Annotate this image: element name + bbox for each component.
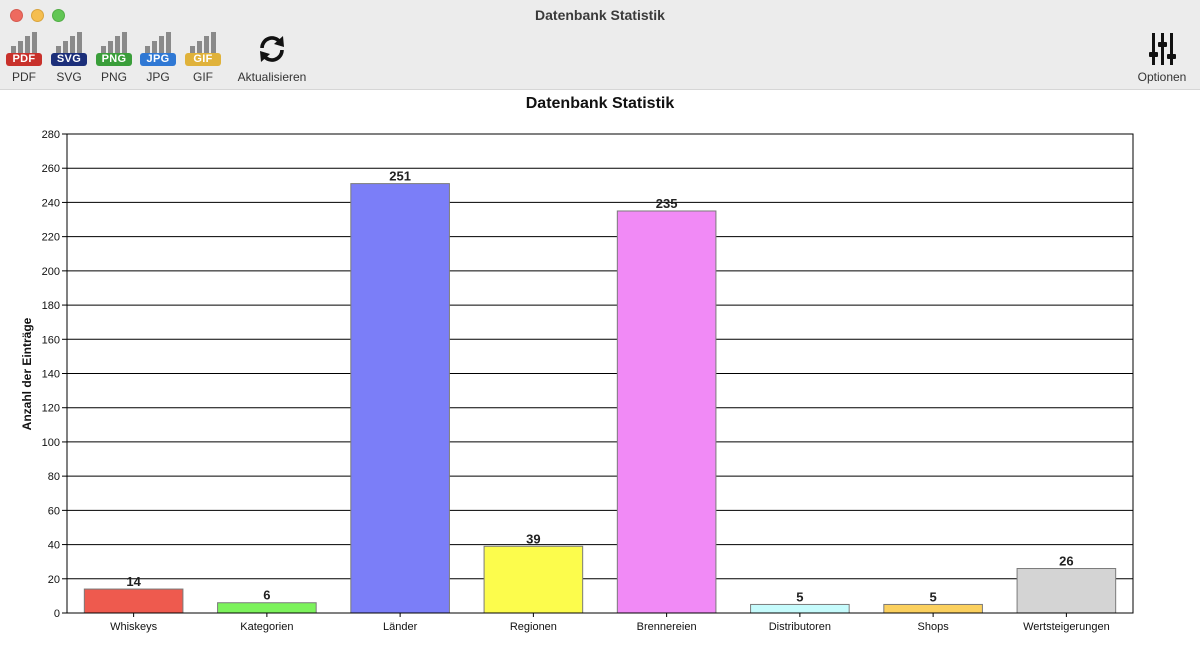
chart-panel: Datenbank Statistik Anzahl der Einträge … bbox=[0, 91, 1200, 657]
x-tick-label: Brennereien bbox=[637, 621, 697, 633]
bar-value-label: 26 bbox=[1059, 554, 1073, 569]
x-tick-label: Shops bbox=[918, 621, 950, 633]
options-label: Optionen bbox=[1137, 70, 1187, 84]
refresh-button[interactable]: Aktualisieren bbox=[232, 30, 312, 86]
bar-value-label: 5 bbox=[930, 589, 937, 604]
y-axis-ticks: 0 20 40 60 80 100 120 140 160 180 200 220 240 260 280 bbox=[42, 129, 67, 620]
titlebar: Datenbank Statistik PDF PDF SVG SVG PNG … bbox=[0, 0, 1200, 90]
export-png-label: PNG bbox=[100, 70, 127, 84]
bar-value-label: 235 bbox=[656, 196, 678, 211]
y-tick-label: 100 bbox=[42, 437, 60, 449]
bar-wertsteigerungen bbox=[1016, 568, 1117, 614]
pdf-badge: PDF bbox=[6, 53, 42, 66]
bar-whiskeys bbox=[83, 588, 184, 614]
bar-brennereien bbox=[616, 210, 717, 614]
export-pdf-label: PDF bbox=[12, 70, 36, 84]
y-tick-label: 160 bbox=[42, 334, 60, 346]
export-gif-label: GIF bbox=[193, 70, 213, 84]
png-badge: PNG bbox=[96, 53, 132, 66]
zoom-window-button[interactable] bbox=[52, 9, 65, 22]
y-tick-label: 40 bbox=[48, 540, 60, 552]
jpg-export-icon: JPG bbox=[140, 30, 176, 68]
y-tick-label: 280 bbox=[42, 129, 60, 141]
grid-lines bbox=[67, 133, 1133, 614]
window-title: Datenbank Statistik bbox=[535, 7, 665, 23]
export-png-button[interactable]: PNG PNG bbox=[95, 30, 133, 86]
bar-value-label: 6 bbox=[263, 588, 270, 603]
gif-badge: GIF bbox=[185, 53, 221, 66]
y-tick-label: 140 bbox=[42, 369, 60, 381]
export-jpg-label: JPG bbox=[146, 70, 170, 84]
y-tick-label: 20 bbox=[48, 574, 60, 586]
svg-export-icon: SVG bbox=[51, 30, 87, 68]
bar-länder bbox=[350, 183, 450, 614]
export-jpg-button[interactable]: JPG JPG bbox=[139, 30, 177, 86]
export-pdf-button[interactable]: PDF PDF bbox=[5, 30, 43, 86]
bar-value-label: 251 bbox=[389, 169, 411, 184]
export-gif-button[interactable]: GIF GIF bbox=[184, 30, 222, 86]
minimize-window-button[interactable] bbox=[31, 9, 44, 22]
sliders-icon bbox=[1143, 30, 1181, 68]
gif-export-icon: GIF bbox=[185, 30, 221, 68]
x-tick-label: Länder bbox=[383, 621, 418, 633]
png-export-icon: PNG bbox=[96, 30, 132, 68]
close-window-button[interactable] bbox=[10, 9, 23, 22]
bar-value-label: 39 bbox=[526, 531, 540, 546]
x-tick-label: Kategorien bbox=[240, 621, 293, 633]
bar-regionen bbox=[483, 545, 584, 614]
x-tick-label: Wertsteigerungen bbox=[1023, 621, 1110, 633]
y-tick-label: 220 bbox=[42, 232, 60, 244]
bar-distributoren bbox=[750, 603, 850, 614]
y-tick-label: 180 bbox=[42, 300, 60, 312]
pdf-export-icon: PDF bbox=[6, 30, 42, 68]
options-button[interactable]: Optionen bbox=[1132, 30, 1192, 86]
y-tick-label: 240 bbox=[42, 197, 60, 209]
y-tick-label: 120 bbox=[42, 403, 60, 415]
export-svg-label: SVG bbox=[56, 70, 82, 84]
bar-shops bbox=[883, 603, 983, 614]
chart-title: Datenbank Statistik bbox=[526, 95, 675, 112]
svg-badge: SVG bbox=[51, 53, 87, 66]
y-tick-label: 260 bbox=[42, 163, 60, 175]
jpg-badge: JPG bbox=[140, 53, 176, 66]
refresh-label: Aktualisieren bbox=[237, 70, 307, 84]
refresh-icon bbox=[253, 30, 291, 68]
bars: 14 6 251 39 235 5 5 26 bbox=[83, 169, 1117, 614]
x-axis-ticks: Whiskeys Kategorien Länder Regionen Brennere… bbox=[110, 613, 1110, 633]
x-tick-label: Regionen bbox=[510, 621, 557, 633]
x-tick-label: Distributoren bbox=[769, 621, 831, 633]
bar-value-label: 14 bbox=[126, 574, 141, 589]
x-tick-label: Whiskeys bbox=[110, 621, 158, 633]
bar-value-label: 5 bbox=[796, 589, 803, 604]
y-tick-label: 0 bbox=[54, 608, 60, 620]
bar-kategorien bbox=[217, 602, 317, 614]
y-tick-label: 60 bbox=[48, 505, 60, 517]
bar-chart: Datenbank Statistik Anzahl der Einträge … bbox=[20, 95, 1134, 633]
y-tick-label: 80 bbox=[48, 471, 60, 483]
export-svg-button[interactable]: SVG SVG bbox=[50, 30, 88, 86]
plot-frame bbox=[66, 133, 1134, 614]
y-axis-label: Anzahl der Einträge bbox=[20, 317, 34, 430]
y-tick-label: 200 bbox=[42, 266, 60, 278]
